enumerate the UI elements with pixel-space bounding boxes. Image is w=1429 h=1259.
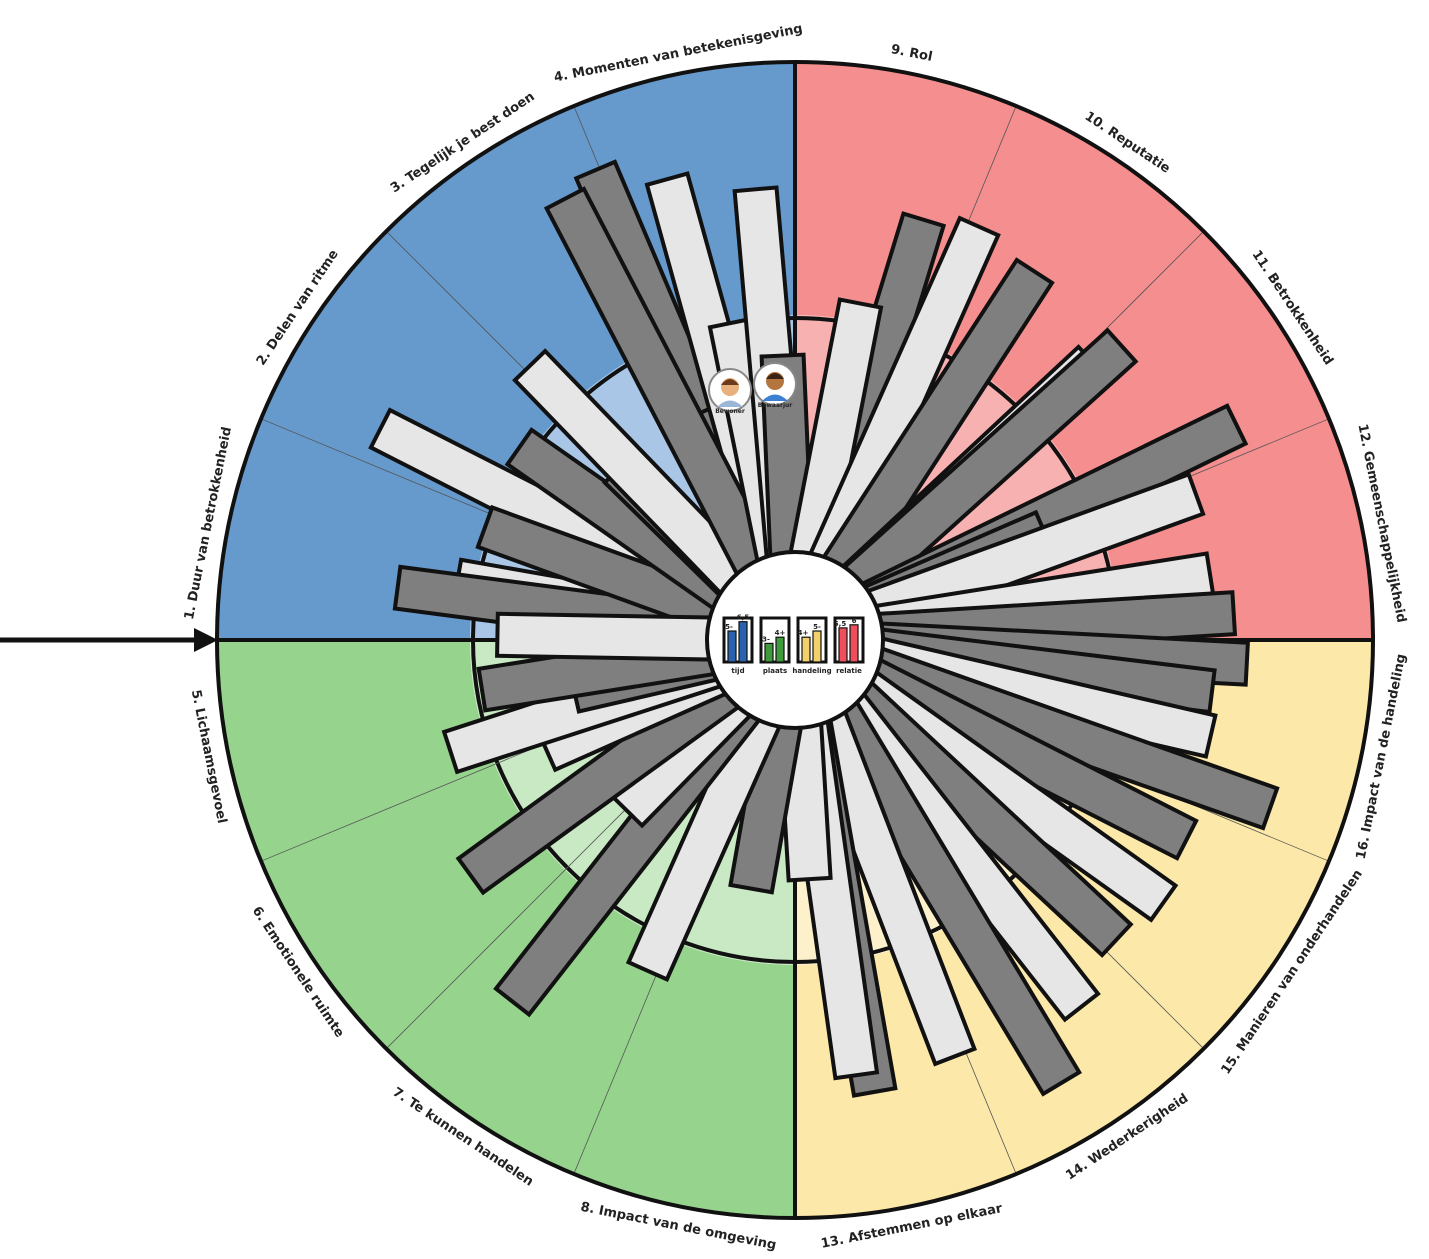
legend-low-label: 4+ [798, 629, 809, 637]
legend-high-label: 6,5 [737, 614, 750, 622]
legend-high-label: 5- [813, 623, 821, 631]
avatar-hair [721, 379, 739, 385]
legend-bar-low [727, 630, 737, 663]
bars [368, 159, 1280, 1098]
arrow-head [194, 628, 218, 652]
legend-bar-low [801, 636, 811, 663]
legend-bar-low [764, 642, 774, 663]
legend-name: relatie [836, 667, 862, 675]
legend-bar-high [775, 636, 785, 663]
legend-high-label: 4+ [775, 629, 786, 637]
bar-bewoner [495, 611, 714, 662]
center-hole [705, 550, 885, 730]
avatars: Bewoner Bewaarjur [708, 362, 797, 415]
legend-bar-high [849, 624, 859, 663]
legend-bar-low [838, 627, 848, 663]
center-legend: 5- 6,5 tijd 3- 4+ plaats 4+ 5- handeling 5,5 6 rela… [722, 614, 865, 675]
start-arrow [0, 628, 218, 652]
legend-bar-high [738, 621, 748, 663]
avatar-label: Bewoner [715, 408, 745, 415]
avatar-body [717, 400, 743, 407]
legend-name: handeling [792, 667, 831, 675]
avatar-body [762, 394, 788, 401]
legend-low-label: 3- [762, 635, 770, 643]
legend-high-label: 6 [852, 617, 857, 625]
avatar-hair [766, 373, 784, 379]
legend-name: plaats [763, 667, 787, 675]
legend-low-label: 5- [725, 623, 733, 631]
avatar-label: Bewaarjur [758, 402, 793, 409]
legend-bar-high [812, 630, 822, 663]
legend-name: tijd [731, 667, 744, 675]
category-label: 9. Rol [890, 42, 934, 65]
legend-low-label: 5,5 [834, 620, 847, 628]
